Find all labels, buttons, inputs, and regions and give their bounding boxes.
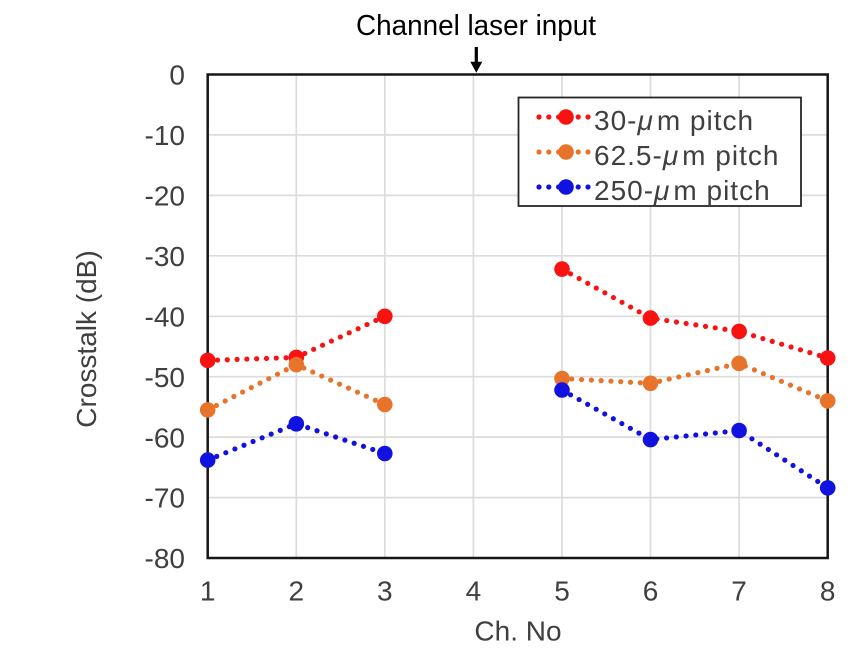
svg-text:-40: -40 (145, 301, 185, 332)
svg-text:3: 3 (377, 576, 393, 607)
svg-text:Crosstalk (dB): Crosstalk (dB) (71, 250, 102, 427)
svg-text:2: 2 (289, 576, 305, 607)
svg-text:-60: -60 (145, 422, 185, 453)
svg-text:-50: -50 (145, 362, 185, 393)
svg-text:5: 5 (554, 576, 570, 607)
svg-text:30-μm pitch: 30-μ m pitch (594, 105, 754, 136)
svg-text:6: 6 (643, 576, 659, 607)
svg-text:-70: -70 (145, 483, 185, 514)
svg-text:-10: -10 (145, 120, 185, 151)
svg-text:7: 7 (731, 576, 747, 607)
svg-text:Channel laser input: Channel laser input (356, 10, 596, 42)
svg-text:4: 4 (466, 576, 482, 607)
svg-text:62.5-μm pitch: 62.5-μ m pitch (594, 140, 779, 171)
svg-text:0: 0 (169, 60, 185, 91)
svg-text:250-μm pitch: 250-μ m pitch (594, 175, 771, 206)
svg-text:-80: -80 (145, 543, 185, 574)
svg-text:-30: -30 (145, 241, 185, 272)
svg-text:-20: -20 (145, 181, 185, 212)
svg-text:8: 8 (820, 576, 836, 607)
svg-text:1: 1 (200, 576, 216, 607)
svg-text:Ch. No: Ch. No (474, 616, 561, 647)
